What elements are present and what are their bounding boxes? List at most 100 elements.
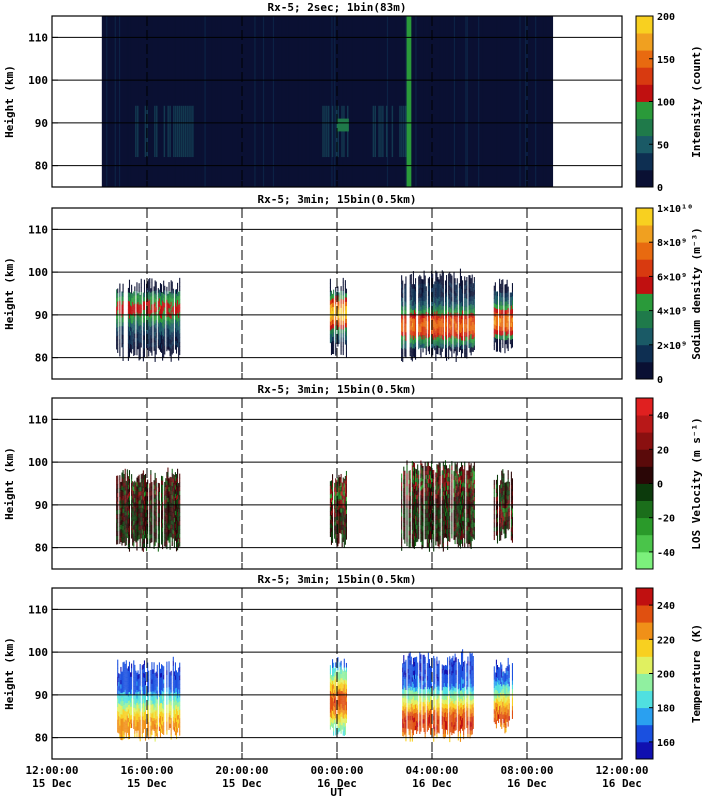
data-cell	[446, 300, 448, 306]
data-cell	[409, 274, 411, 280]
data-cell	[462, 486, 464, 492]
data-cell	[337, 290, 339, 296]
data-cell	[428, 281, 430, 286]
data-cell	[418, 289, 420, 294]
data-cell	[447, 481, 449, 486]
data-cell	[465, 348, 467, 354]
data-cell	[453, 314, 455, 320]
data-cell	[462, 524, 464, 530]
data-cell	[453, 535, 455, 540]
data-cell	[178, 538, 180, 544]
intensity-streak	[106, 16, 108, 187]
data-cell	[427, 491, 429, 497]
data-cell	[168, 282, 170, 287]
data-cell	[409, 321, 411, 327]
intensity-streak	[506, 16, 508, 187]
data-cell	[499, 317, 501, 322]
data-cell	[166, 471, 168, 477]
data-cell	[459, 345, 461, 351]
data-cell	[122, 666, 124, 672]
data-cell	[342, 286, 344, 291]
data-cell	[447, 498, 449, 503]
data-cell	[471, 342, 473, 348]
data-cell	[139, 537, 141, 543]
data-cell	[136, 486, 138, 491]
data-cell	[139, 333, 141, 338]
data-cell	[438, 484, 440, 489]
data-cell	[503, 482, 505, 487]
data-cell	[128, 348, 131, 353]
data-cell	[457, 482, 459, 488]
data-cell	[168, 320, 170, 326]
data-cell	[442, 499, 444, 505]
data-cell	[344, 280, 346, 285]
data-cell	[161, 309, 163, 315]
data-cell	[415, 507, 417, 512]
data-cell	[454, 518, 456, 523]
data-cell	[157, 313, 159, 319]
data-cell	[412, 509, 414, 514]
data-cell	[157, 318, 159, 323]
data-cell	[469, 533, 471, 539]
data-cell	[158, 298, 160, 303]
data-cell	[121, 705, 123, 711]
data-cell	[134, 514, 136, 520]
data-cell	[456, 522, 458, 527]
data-cell	[425, 530, 427, 535]
data-cell	[472, 465, 474, 471]
data-cell	[164, 328, 166, 334]
data-cell	[335, 321, 337, 326]
data-cell	[155, 328, 157, 334]
data-cell	[344, 314, 346, 319]
data-cell	[473, 475, 475, 480]
data-cell	[415, 532, 417, 538]
data-cell	[500, 493, 502, 498]
data-cell	[179, 533, 181, 539]
data-cell	[424, 534, 426, 540]
data-cell	[122, 330, 124, 336]
data-cell	[424, 288, 426, 293]
data-cell	[462, 288, 464, 294]
data-cell	[116, 535, 118, 541]
intensity-streak	[272, 16, 275, 187]
data-cell	[426, 521, 428, 526]
data-cell	[126, 533, 128, 539]
data-cell	[128, 491, 131, 497]
data-cell	[506, 507, 508, 512]
data-cell	[157, 504, 159, 509]
data-cell	[510, 343, 512, 349]
data-cell	[126, 469, 128, 474]
data-cell	[171, 528, 173, 534]
data-cell	[425, 487, 427, 493]
data-cell	[446, 508, 448, 513]
data-cell	[142, 296, 144, 302]
data-cell	[494, 325, 496, 330]
data-cell	[408, 522, 410, 527]
data-cell	[157, 343, 159, 349]
data-cell	[116, 289, 118, 294]
data-cell	[438, 309, 440, 314]
data-cell	[499, 278, 501, 284]
data-cell	[427, 329, 429, 335]
data-cell	[416, 503, 418, 508]
data-cell	[177, 485, 179, 491]
data-cell	[153, 333, 155, 339]
data-cell	[424, 309, 426, 315]
data-cell	[458, 489, 460, 495]
data-cell	[472, 317, 474, 322]
data-cell	[170, 335, 172, 341]
data-cell	[417, 507, 419, 512]
data-cell	[140, 295, 142, 301]
data-cell	[499, 497, 501, 503]
data-cell	[157, 339, 159, 344]
data-cell	[127, 480, 129, 485]
data-cell	[404, 479, 406, 484]
data-cell	[132, 511, 134, 516]
data-cell	[426, 504, 428, 509]
data-cell	[494, 286, 496, 292]
data-cell	[439, 539, 441, 545]
data-cell	[131, 474, 133, 479]
data-cell	[504, 499, 506, 505]
data-cell	[334, 525, 336, 531]
data-cell	[506, 279, 508, 285]
